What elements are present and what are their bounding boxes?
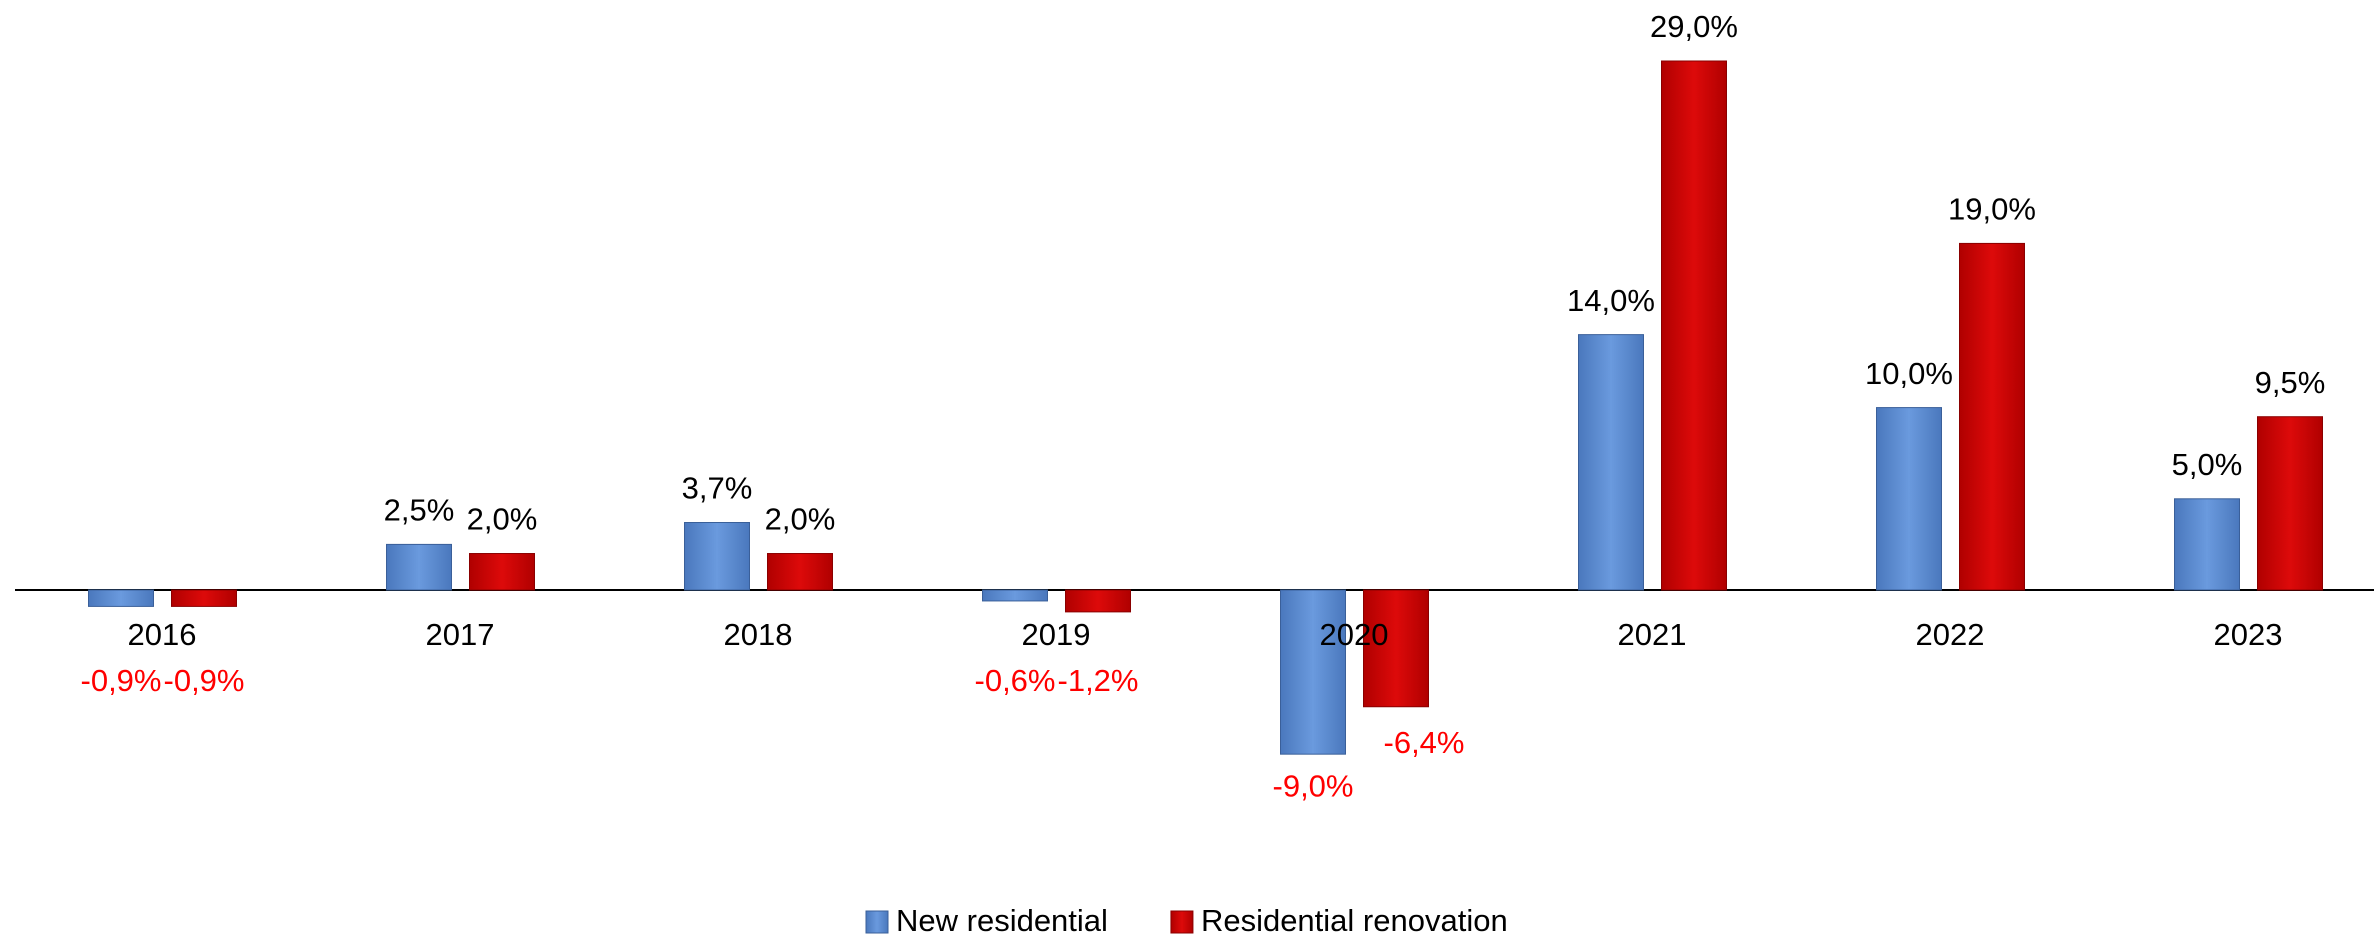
x-tick-label: 2019	[1022, 617, 1091, 652]
x-tick-label: 2021	[1618, 617, 1687, 652]
x-tick-label: 2020	[1320, 617, 1389, 652]
data-label: -1,2%	[1058, 663, 1139, 698]
x-tick-label: 2018	[724, 617, 793, 652]
data-label: -9,0%	[1273, 768, 1354, 803]
bar	[88, 589, 154, 607]
x-tick-label: 2016	[128, 617, 197, 652]
x-tick-label: 2017	[426, 617, 495, 652]
bar	[2257, 416, 2323, 591]
data-label: 3,7%	[682, 471, 753, 506]
legend-swatch	[1170, 910, 1194, 934]
legend-label: New residential	[896, 903, 1108, 938]
bar	[1363, 589, 1429, 708]
x-tick-label: 2023	[2214, 617, 2283, 652]
data-label: -6,4%	[1384, 725, 1465, 760]
data-label: 2,5%	[384, 493, 455, 528]
data-label: 29,0%	[1650, 9, 1738, 44]
bar	[1578, 334, 1644, 591]
bar	[1876, 407, 1942, 591]
data-label: 19,0%	[1948, 192, 2036, 227]
data-label: 5,0%	[2172, 447, 2243, 482]
bar	[1065, 589, 1131, 613]
legend-label: Residential renovation	[1201, 903, 1508, 938]
data-label: 10,0%	[1865, 356, 1953, 391]
bar	[767, 553, 833, 591]
bar	[982, 589, 1048, 602]
data-label: 2,0%	[765, 502, 836, 537]
bar	[171, 589, 237, 607]
data-label: -0,9%	[164, 663, 245, 698]
bar	[2174, 498, 2240, 591]
bar	[469, 553, 535, 591]
bar	[1661, 60, 1727, 591]
bar	[386, 543, 452, 591]
bar	[684, 522, 750, 591]
data-label: 14,0%	[1567, 283, 1655, 318]
x-tick-label: 2022	[1916, 617, 1985, 652]
legend-swatch	[865, 910, 889, 934]
data-label: -0,6%	[975, 663, 1056, 698]
bar	[1280, 589, 1346, 755]
bar	[1959, 242, 2025, 591]
data-label: 2,0%	[467, 502, 538, 537]
data-label: -0,9%	[81, 663, 162, 698]
data-label: 9,5%	[2255, 365, 2326, 400]
